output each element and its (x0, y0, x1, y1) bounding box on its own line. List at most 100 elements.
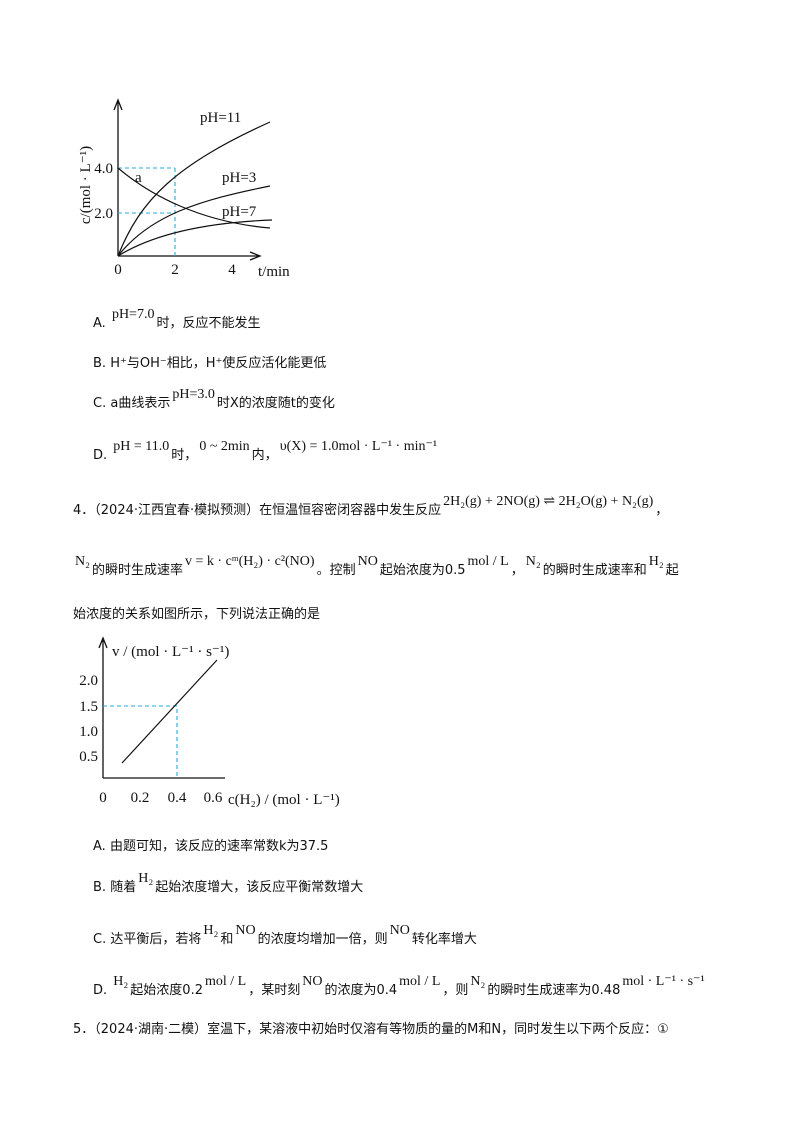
formula: NO (235, 923, 256, 938)
formula: pH=7.0 (111, 307, 155, 322)
y-tick-label: 0.5 (79, 749, 98, 765)
x-tick-label: 0.6 (204, 790, 223, 806)
text: 的瞬时生成速率 (92, 563, 184, 578)
guide-lines (103, 705, 178, 778)
curve (117, 167, 271, 229)
letter: D. (93, 983, 108, 998)
formula: NO (357, 554, 378, 569)
text: 随着 (110, 880, 137, 895)
text: 时， (171, 448, 198, 463)
x-tick-label: 0 (114, 262, 122, 278)
x-tick-label: 2 (171, 262, 179, 278)
text: ， (510, 563, 524, 578)
y-tick-label: 1.0 (79, 724, 98, 740)
formula: N₂ (75, 554, 90, 569)
text: 。控制 (316, 563, 356, 578)
figure1: pH=11 pH=3 pH=7 a 4.0 2.0 0 2 4 t/min c/… (78, 98, 290, 280)
text: 的瞬时生成速率和 (542, 563, 647, 578)
axes (98, 636, 225, 779)
x-label: t/min (258, 264, 290, 280)
question-line: N₂的瞬时生成速率v = k · cᵐ(H₂) · c²(NO)。控制NO起始浓… (73, 554, 679, 579)
y-tick-label: 2.0 (79, 673, 98, 689)
letter: C. (93, 932, 107, 947)
text: 起始浓度为0.5 (379, 563, 466, 578)
formula: υ(X) = 1.0mol · L⁻¹ · min⁻¹ (279, 439, 438, 454)
text: ， (655, 503, 669, 518)
text: （2024·江西宜春·模拟预测）在恒温恒容密闭容器中发生反应 (94, 503, 442, 518)
formula: mol / L (467, 554, 509, 569)
number: 5． (73, 1022, 95, 1037)
y-tick-label: 2.0 (94, 206, 113, 222)
formula: mol · L⁻¹ · s⁻¹ (622, 974, 705, 989)
axes (113, 98, 262, 261)
text: 和 (220, 932, 234, 947)
text: （2024·湖南·二模）室温下，某溶液中初始时仅溶有等物质的量的M和N，同时发生… (94, 1022, 669, 1037)
curve-label: a (135, 170, 142, 186)
text: 内， (251, 448, 278, 463)
option: A. pH=7.0时，反应不能发生 (93, 307, 261, 332)
letter: B. (93, 356, 107, 371)
text: 时，反应不能发生 (156, 316, 261, 331)
formula: NO (389, 923, 410, 938)
text: ，某时刻 (248, 983, 301, 998)
option: D. pH = 11.0时，0 ~ 2min内，υ(X) = 1.0mol · … (93, 439, 439, 464)
text: 始浓度的关系如图所示，下列说法正确的是 (73, 607, 321, 622)
x-tick-label: 0.4 (168, 790, 187, 806)
question-line: 4．（2024·江西宜春·模拟预测）在恒温恒容密闭容器中发生反应2H₂(g) +… (73, 494, 669, 519)
x-tick-label: 4 (228, 262, 236, 278)
option: D. H₂起始浓度0.2mol / L，某时刻NO的浓度为0.4mol / L，… (93, 974, 707, 999)
option: C. 达平衡后，若将H₂和NO的浓度均增加一倍，则NO转化率增大 (93, 923, 477, 948)
formula: 0 ~ 2min (199, 439, 250, 454)
curve (117, 185, 271, 257)
text: 转化率增大 (411, 932, 477, 947)
text: 由题可知，该反应的速率常数k为37.5 (109, 839, 329, 854)
formula: v = k · cᵐ(H₂) · c²(NO) (185, 554, 315, 569)
letter: A. (93, 316, 106, 331)
curve-label: pH=3 (222, 170, 256, 186)
guide-lines (118, 167, 176, 256)
letter: A. (93, 839, 106, 854)
curve-label: pH=7 (222, 204, 257, 220)
number: 4． (73, 503, 95, 518)
formula: NO (302, 974, 323, 989)
formula: pH=3.0 (172, 387, 215, 402)
y-label: c/(mol · L⁻¹) (78, 146, 94, 224)
text: 的瞬时生成速率为0.48 (487, 983, 621, 998)
question-line: 始浓度的关系如图所示，下列说法正确的是 (73, 603, 320, 622)
formula: H₂ (138, 871, 154, 886)
text: 的浓度均增加一倍，则 (257, 932, 388, 947)
option: B. 随着H₂起始浓度增大，该反应平衡常数增大 (93, 871, 364, 896)
option: C. a曲线表示pH=3.0时X的浓度随t的变化 (93, 387, 335, 412)
y-tick-label: 4.0 (94, 161, 113, 177)
curve (117, 219, 273, 257)
x-label: c(H₂) / (mol · L⁻¹) (228, 792, 340, 808)
text: 起始浓度增大，该反应平衡常数增大 (155, 880, 364, 895)
curve (117, 121, 271, 257)
x-tick-label: 0 (99, 790, 107, 806)
letter: B. (93, 880, 107, 895)
text: H⁺与OH⁻相比，H⁺使反应活化能更低 (110, 356, 327, 371)
formula: mol / L (204, 974, 247, 989)
option: A. 由题可知，该反应的速率常数k为37.5 (93, 835, 328, 854)
formula: pH = 11.0 (113, 439, 170, 454)
option: B. H⁺与OH⁻相比，H⁺使反应活化能更低 (93, 352, 326, 371)
figure2: 2.0 1.5 1.0 0.5 0 0.2 0.4 0.6 c(H₂) / (m… (79, 636, 340, 808)
formula: H₂ (648, 554, 664, 569)
text: 的浓度为0.4 (324, 983, 398, 998)
formula: mol / L (399, 974, 441, 989)
y-label: v / (mol · L⁻¹ · s⁻¹) (112, 644, 229, 660)
text: 时X的浓度随t的变化 (216, 396, 335, 411)
text: 起 (665, 563, 679, 578)
letter: C. (93, 396, 107, 411)
letter: D. (93, 448, 108, 463)
formula: 2H₂(g) + 2NO(g) ⇌ 2H₂O(g) + N₂(g) (443, 494, 654, 509)
formula: H₂ (203, 923, 219, 938)
text: 达平衡后，若将 (110, 932, 202, 947)
line (121, 659, 218, 764)
question-line: 5．（2024·湖南·二模）室温下，某溶液中初始时仅溶有等物质的量的M和N，同时… (73, 1018, 669, 1037)
formula: N₂ (525, 554, 541, 569)
formula: H₂ (113, 974, 129, 989)
text: ，则 (442, 983, 469, 998)
curve-label: pH=11 (200, 110, 241, 126)
